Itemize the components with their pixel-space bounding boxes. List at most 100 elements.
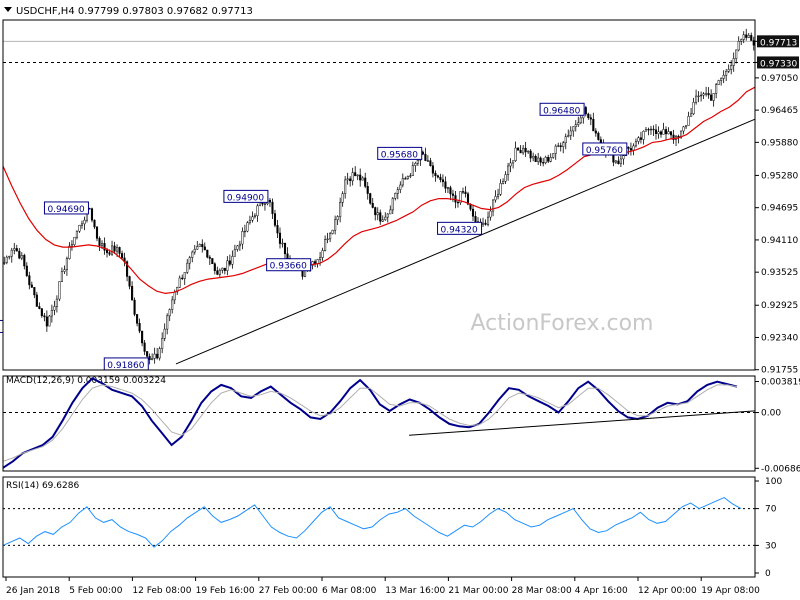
candle-body [717, 80, 720, 85]
candle-body [251, 216, 254, 221]
candle-body [572, 126, 575, 132]
candle-body [103, 243, 106, 251]
candle-body [38, 306, 41, 309]
candle-body [126, 261, 129, 277]
candle-body [80, 223, 84, 226]
candle-body [579, 117, 582, 123]
candle-body [642, 131, 645, 140]
candle-body [319, 257, 322, 260]
candle-body [116, 247, 119, 252]
annotation-box [223, 189, 269, 203]
candle-body [554, 145, 557, 154]
candle-body [599, 139, 602, 143]
candle-body [379, 212, 382, 222]
candle-body [339, 202, 342, 217]
candle-body [587, 113, 590, 118]
candle-body [13, 248, 16, 251]
candle-body [639, 137, 642, 140]
candle-body [366, 186, 369, 194]
candle-body [349, 178, 352, 182]
candle-body [732, 58, 735, 66]
candle-body [454, 195, 457, 203]
candle-body [359, 174, 362, 181]
candle-body [183, 272, 186, 279]
candle-body [692, 101, 695, 115]
candle-body [33, 287, 36, 296]
candle-body [569, 130, 572, 136]
candle-body [659, 131, 663, 135]
candle-body [10, 249, 13, 257]
candle-body [634, 141, 637, 147]
candle-body [273, 213, 277, 226]
x-tick-label: 27 Feb 00:00 [259, 586, 318, 596]
annotation-box [266, 258, 312, 272]
annotation-text: 0.94900 [227, 193, 264, 203]
candle-body [278, 232, 282, 244]
candle-body [584, 107, 587, 115]
candle-body [336, 216, 339, 221]
x-tick-label: 5 Feb 00:00 [69, 586, 123, 596]
candle-body [522, 147, 525, 154]
candle-body [381, 219, 384, 222]
candle-body [20, 255, 23, 259]
price-trendline [175, 118, 756, 365]
annotation-label: 0.95680 [377, 146, 423, 160]
candle-body [173, 291, 176, 301]
annotation-box [377, 146, 423, 160]
candle-body [171, 299, 174, 310]
annotation-box [437, 221, 483, 235]
annotation-box [539, 102, 585, 116]
candle-body [203, 246, 206, 251]
candle-body [619, 158, 622, 164]
candle-body [286, 253, 289, 259]
annotation-text: 0.93660 [270, 262, 307, 272]
candle-body [228, 260, 231, 265]
candle-body [168, 309, 171, 317]
candle-body [321, 250, 324, 258]
candle-body [492, 199, 495, 212]
candle-body [391, 198, 394, 211]
moving-average-line [2, 86, 756, 295]
macd-tick-label: 0.00 [761, 409, 781, 419]
candle-body [672, 134, 675, 140]
macd-title: MACD(12,26,9) 0.003159 0.003224 [6, 376, 166, 386]
candle-body [73, 236, 76, 245]
candle-body [685, 125, 688, 128]
candle-body [65, 258, 68, 270]
candle-body [93, 219, 96, 228]
candle-body [652, 128, 655, 131]
candle-body [564, 136, 567, 144]
candle-body [512, 160, 515, 164]
candle-body [78, 224, 81, 232]
candle-body [627, 146, 630, 149]
rsi-line [2, 497, 742, 548]
candle-body [389, 209, 392, 215]
candle-body [474, 216, 477, 222]
candle-body [509, 162, 512, 167]
candle-body [156, 353, 159, 359]
x-tick-label: 21 Mar 00:00 [448, 586, 508, 596]
annotation-box [43, 201, 89, 215]
candle-body [695, 95, 698, 103]
macd-panel: MACD(12,26,9) 0.003159 0.003224 [2, 376, 756, 469]
candle-body [644, 129, 648, 132]
candle-body [163, 328, 166, 339]
candle-body [667, 131, 670, 135]
candle-body [201, 244, 204, 248]
candle-body [118, 247, 121, 254]
candle-body [537, 157, 540, 162]
dropdown-arrow-icon[interactable] [4, 7, 12, 12]
candle-body [186, 262, 189, 273]
candle-body [356, 174, 359, 177]
candle-body [441, 179, 444, 183]
candle-body [544, 156, 547, 163]
candle-body [489, 210, 492, 218]
candle-body [376, 212, 379, 216]
rsi-title: RSI(14) 69.6286 [6, 481, 79, 491]
candle-body [45, 316, 48, 327]
candle-body [231, 256, 234, 265]
candle-body [211, 258, 214, 265]
candle-body [314, 261, 317, 264]
candle-body [669, 131, 673, 136]
candle-body [105, 250, 109, 253]
